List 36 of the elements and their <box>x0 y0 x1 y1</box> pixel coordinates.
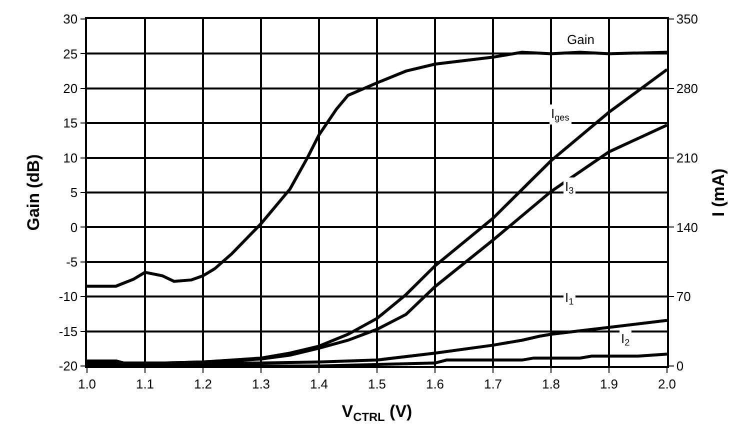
x-tick-label: 1.1 <box>136 376 154 392</box>
x-tick-label: 1.9 <box>600 376 618 392</box>
series-label: I$_{1}$ <box>565 290 574 307</box>
y-tick-label: -10 <box>58 289 78 304</box>
y2-tick-label: 280 <box>676 80 698 96</box>
x-tick-label: 1.3 <box>252 376 270 392</box>
y-tick-label: 0 <box>70 220 78 235</box>
y-tick-label: 15 <box>63 116 78 131</box>
y2-axis-title: I (mA) <box>708 168 728 217</box>
y-tick-label: -20 <box>58 358 78 374</box>
series-label: I$_{2}$ <box>621 331 630 348</box>
y2-tick-label: 0 <box>676 358 684 374</box>
y-tick-label: 10 <box>63 150 78 166</box>
x-tick-label: 2.0 <box>658 376 676 392</box>
x-tick-label: 1.0 <box>78 376 96 392</box>
y-tick-label: 5 <box>70 185 78 200</box>
x-tick-label: 1.2 <box>194 376 212 392</box>
y2-tick-label: 140 <box>676 220 698 235</box>
series-label: I$_{3}$ <box>565 179 574 196</box>
series-label: I$_{ges}$ <box>551 106 570 123</box>
y-tick-label: 25 <box>63 46 78 62</box>
x-axis-title: V$_{CTRL}$ (V) <box>342 402 412 424</box>
x-tick-label: 1.4 <box>310 376 328 392</box>
x-tick-label: 1.7 <box>484 376 502 392</box>
y-tick-label: -15 <box>58 324 78 339</box>
y2-tick-label: 210 <box>676 150 698 166</box>
y-tick-label: -5 <box>66 254 78 270</box>
series-label: Gain <box>567 32 594 47</box>
x-tick-label: 1.5 <box>368 376 386 392</box>
x-tick-label: 1.8 <box>542 376 560 392</box>
x-tick-label: 1.6 <box>426 376 444 392</box>
y-tick-label: 30 <box>63 12 78 27</box>
y-axis-title: Gain (dB) <box>24 154 43 231</box>
y2-tick-label: 70 <box>676 289 691 304</box>
y2-tick-label: 350 <box>676 12 698 27</box>
y-tick-label: 20 <box>63 80 78 96</box>
